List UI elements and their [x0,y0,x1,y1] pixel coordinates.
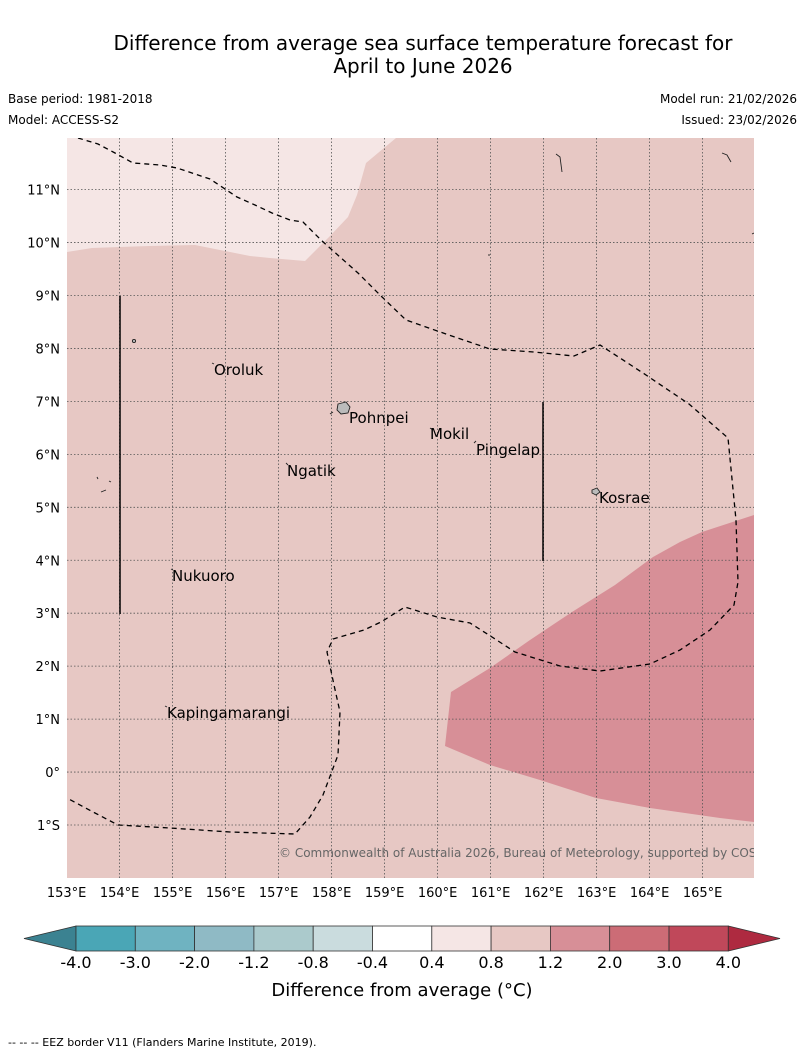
colorbar-segment [372,925,433,952]
latitude-label: 5°N [36,501,61,516]
colorbar-segment [490,925,551,952]
place-label-mokil: Mokil [430,425,469,443]
colorbar-tick-label: 0.4 [419,953,444,972]
colorbar-extend-low [23,925,77,952]
colorbar-tick-label: 4.0 [716,953,741,972]
latitude-label: 9°N [36,290,61,305]
place-label-kapingamarangi: Kapingamarangi [167,704,290,722]
issued-date: Issued: 23/02/2026 [681,113,797,127]
model-run-date: Model run: 21/02/2026 [659,92,797,106]
title-line-1: Difference from average sea surface temp… [113,31,733,55]
latitude-label: 4°N [36,554,61,569]
longitude-label: 157°E [259,886,299,901]
anomaly-region-0.4-0.8 [67,138,396,261]
place-label-kosrae: Kosrae [599,489,650,507]
place-label-ngatik: Ngatik [287,462,336,480]
colorbar-tick-label: 0.8 [478,953,503,972]
longitude-label: 162°E [524,886,564,901]
latitude-label: 2°N [36,660,61,675]
map-title: Difference from average sea surface temp… [0,32,804,78]
latitude-label: 3°N [36,607,61,622]
colorbar-title: Difference from average (°C) [271,980,533,1001]
colorbar-tick-label: 2.0 [597,953,622,972]
longitude-label: 158°E [312,886,352,901]
colorbar-segment [550,925,611,952]
colorbar-tick-label: -0.8 [298,953,329,972]
island-small-north [555,153,563,173]
title-line-2: April to June 2026 [333,54,513,78]
colorbar-tick-label: -4.0 [60,953,91,972]
latitude-label: 6°N [36,448,61,463]
islet-pohnpei-west [329,411,334,415]
colorbar-segment [253,925,314,952]
longitude-label: 163°E [577,886,617,901]
colorbar-tick-label: 3.0 [656,953,681,972]
colorbar-tick-label: -1.2 [238,953,269,972]
eez-border [67,138,739,835]
graticule [67,138,754,878]
island-kosrae [591,487,601,496]
copyright-notice: © Commonwealth of Australia 2026, Bureau… [279,846,784,860]
reef-east-edge [751,232,754,235]
longitude-label: 159°E [365,886,405,901]
longitude-label: 156°E [206,886,246,901]
latitude-label: 1°S [37,819,60,834]
latitude-label: 0° [45,766,60,781]
place-label-pingelap: Pingelap [476,441,540,459]
longitude-labels: 153°E 154°E 155°E 156°E 157°E 158°E 159°E 160°E… [47,886,723,901]
latitude-labels: 11°N 10°N 9°N 8°N 7°N 6°N 5°N 4°N 3°N 2°N 1°N 0° 1°S [27,184,60,834]
colorbar-tick-labels: -4.0 -3.0 -2.0 -1.2 -0.8 -0.4 0.4 0.8 1.2 2.0 3.0 4… [60,953,741,972]
latitude-label: 7°N [36,395,61,410]
islet-pingelap [473,440,477,444]
colorbar-segment [609,925,670,952]
longitude-label: 161°E [471,886,511,901]
latitude-label: 8°N [36,342,61,357]
longitude-label: 160°E [418,886,458,901]
longitude-label: 165°E [683,886,723,901]
latitude-label: 10°N [27,237,60,252]
islet-oroluk [211,362,215,365]
islet-mokil [429,427,434,431]
eez-footnote: -- -- -- EEZ border V11 (Flanders Marine… [8,1036,317,1049]
colorbar-segment [75,925,136,952]
anomaly-region-1.2-2.0 [445,515,754,822]
colorbar-tick-label: -0.4 [357,953,388,972]
place-label-oroluk: Oroluk [214,361,263,379]
colorbar [23,925,781,952]
colorbar-segment [194,925,255,952]
longitude-label: 153°E [47,886,87,901]
islet-nukuoro [170,568,174,571]
island-small-west [131,338,137,344]
model-name: Model: ACCESS-S2 [8,113,120,127]
latitude-label: 1°N [36,713,61,728]
islands [96,152,754,708]
colorbar-segment [668,925,729,952]
islet-kapingamarangi [164,705,168,708]
colorbar-extend-high [727,925,781,952]
island-pohnpei [336,401,351,415]
colorbar-tick-label: -3.0 [120,953,151,972]
map-plot-area: Oroluk Pohnpei Mokil Pingelap Ngatik Kos… [67,138,784,878]
latitude-label: 11°N [27,184,60,199]
colorbar-segment [312,925,373,952]
place-label-nukuoro: Nukuoro [172,567,235,585]
colorbar-tick-label: -2.0 [179,953,210,972]
longitude-label: 164°E [630,886,670,901]
place-label-pohnpei: Pohnpei [349,409,409,427]
base-period: Base period: 1981-2018 [8,92,153,106]
colorbar-segment [134,925,196,952]
colorbar-tick-label: 1.2 [538,953,563,972]
longitude-label: 155°E [153,886,193,901]
colorbar-segment [431,925,492,952]
longitude-label: 154°E [100,886,140,901]
island-small-ne [721,152,732,163]
islet-ngatik [285,462,289,466]
reef-west [96,476,112,493]
